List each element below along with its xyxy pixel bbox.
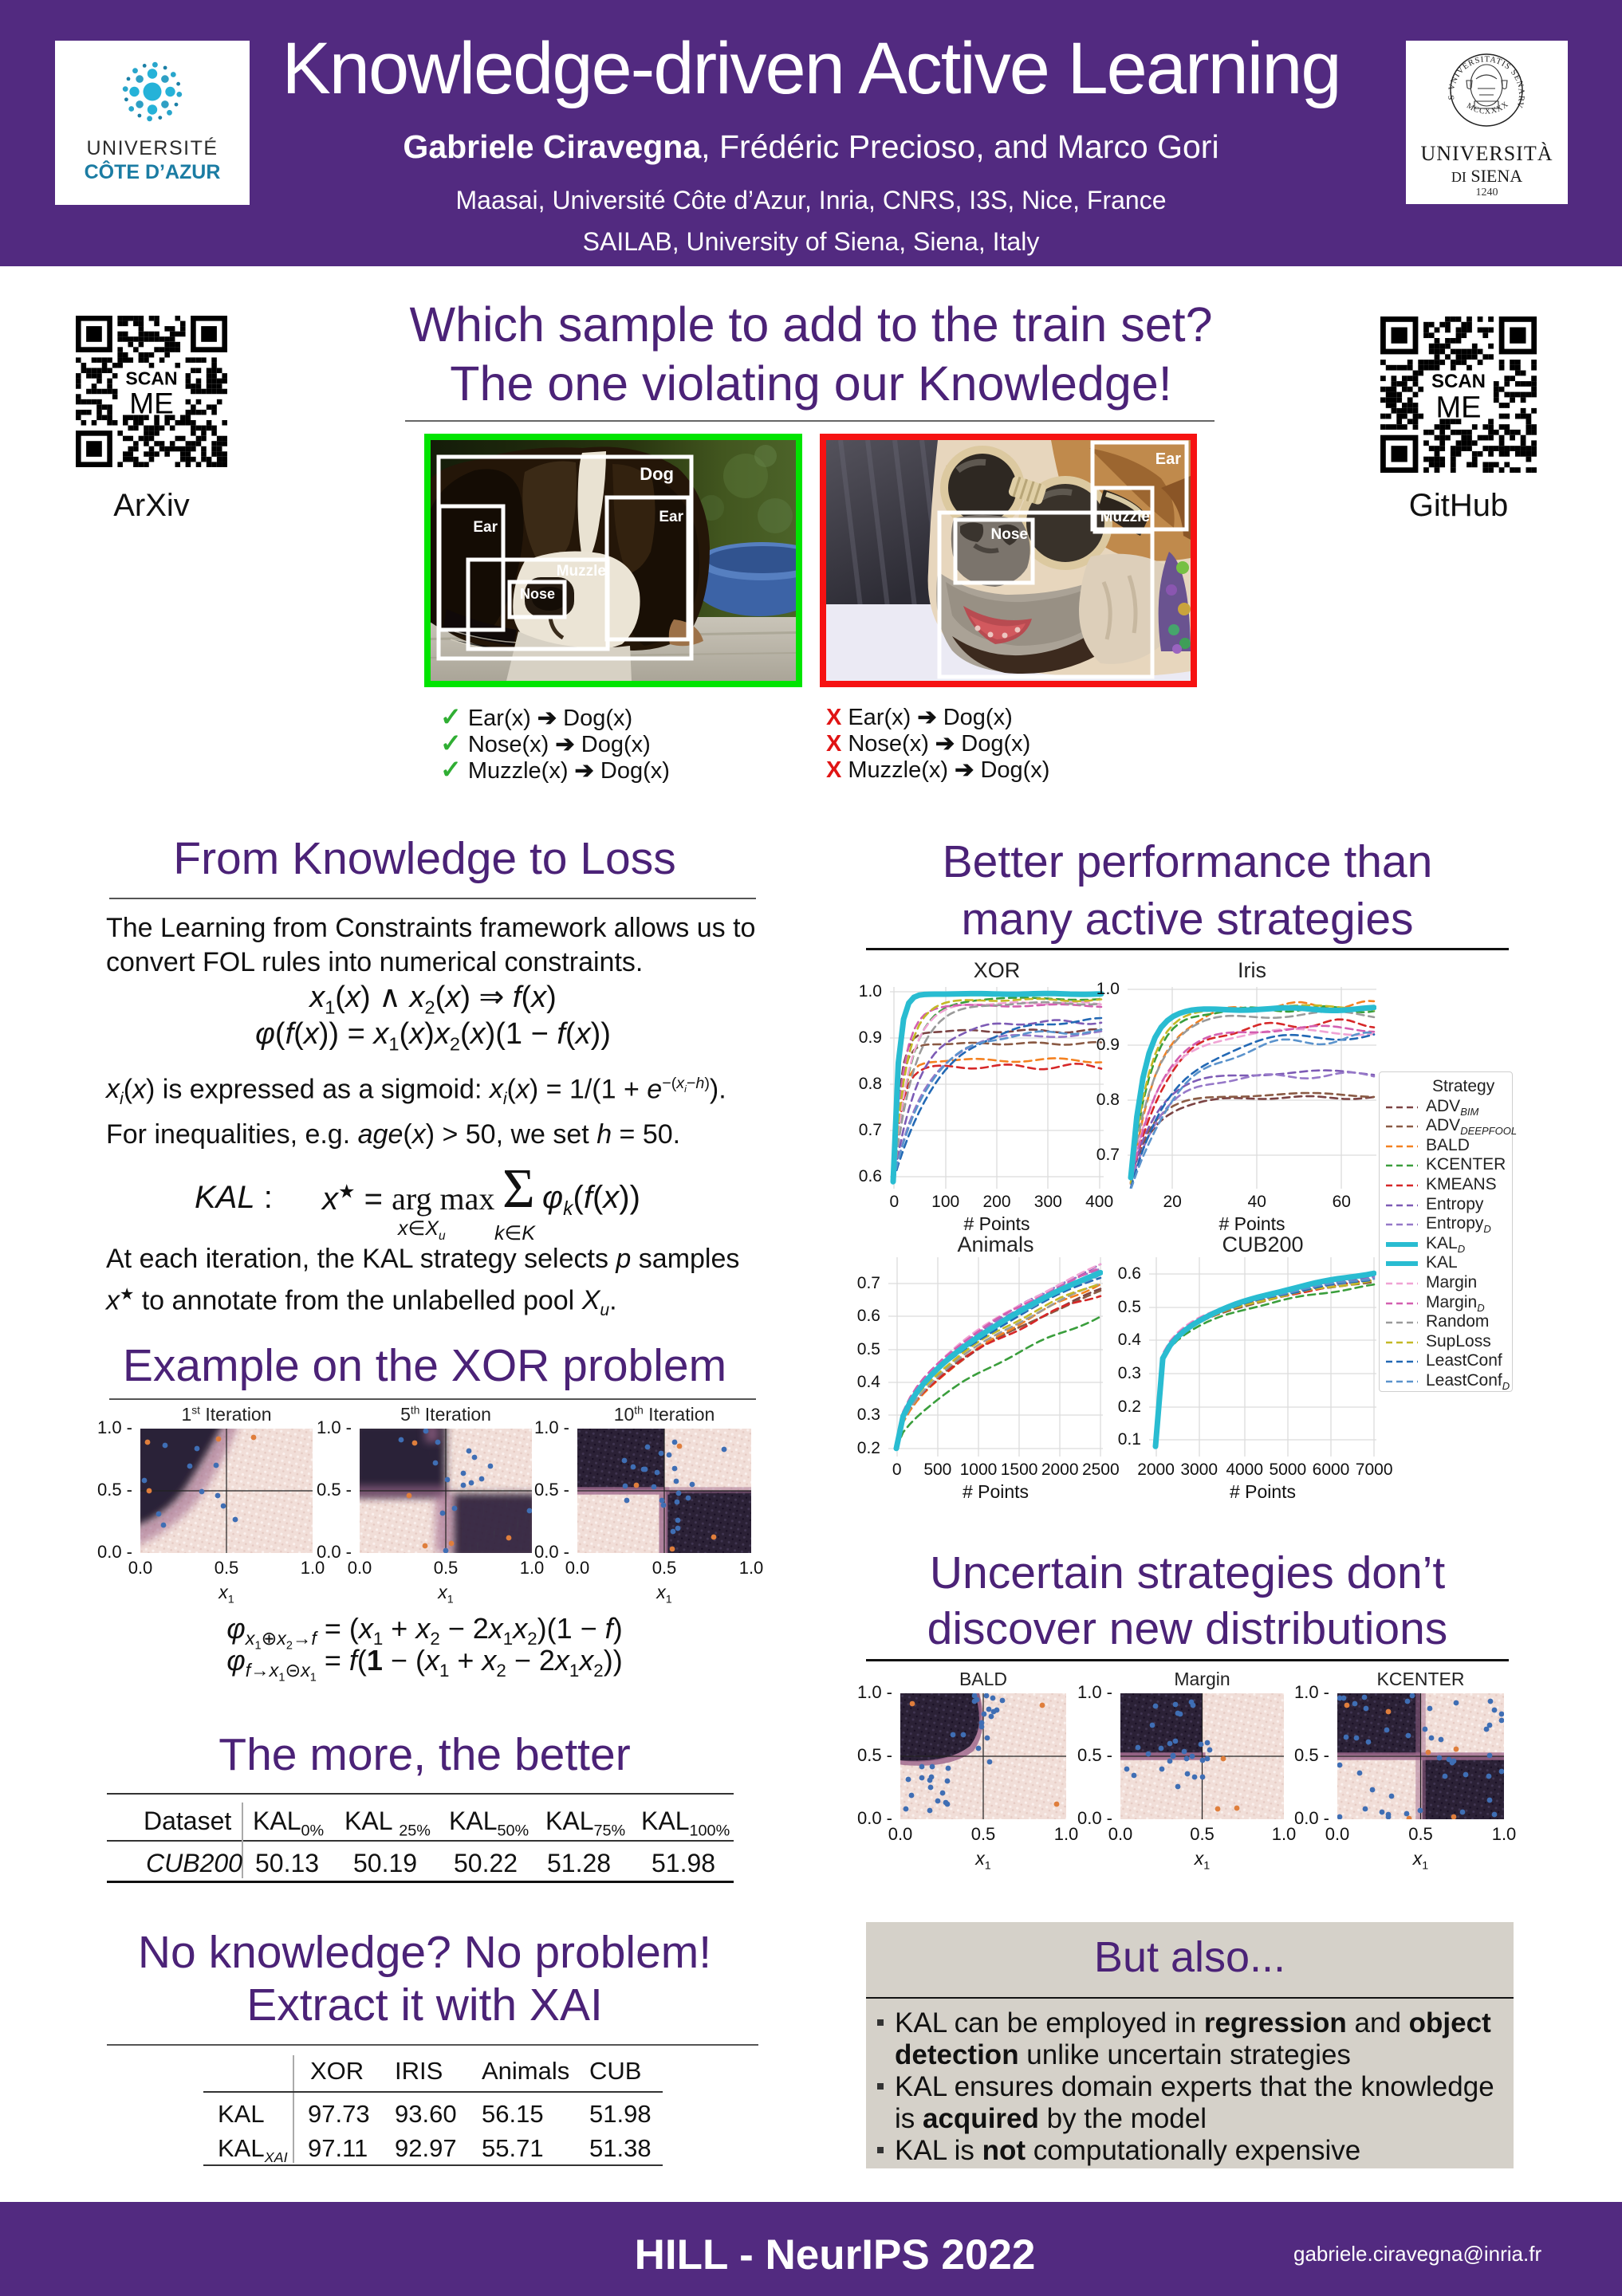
svg-text:MCCXXXX: MCCXXXX (1465, 100, 1510, 116)
svg-text:SCAN: SCAN (1431, 371, 1486, 392)
svg-text:Muzzle: Muzzle (557, 563, 606, 580)
svg-text:ME: ME (1436, 391, 1482, 424)
svg-text:Ear: Ear (659, 509, 683, 525)
svg-text:Nose: Nose (520, 586, 555, 602)
svg-text:ME: ME (129, 387, 174, 420)
svg-text:SCAN: SCAN (125, 368, 177, 388)
svg-text:Ear: Ear (1155, 450, 1181, 468)
svg-text:Nose: Nose (991, 526, 1028, 543)
svg-text:Ear: Ear (473, 519, 498, 536)
svg-text:Dog: Dog (640, 464, 674, 484)
